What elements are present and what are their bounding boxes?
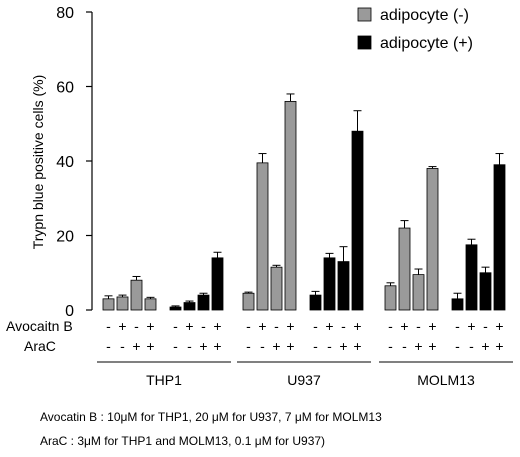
bar <box>412 274 425 311</box>
row-label-avocatin-b: Avocaitn B <box>6 318 73 334</box>
y-tick-label: 40 <box>56 154 74 171</box>
arac-mark: - <box>388 338 393 354</box>
bar <box>211 257 224 311</box>
arac-mark: - <box>246 338 251 354</box>
bar <box>337 261 350 311</box>
y-axis-label: Trypn blue positive cells (%) <box>30 75 46 250</box>
arac-mark: - <box>402 338 407 354</box>
avocatin-b-mark: + <box>118 318 126 334</box>
arac-mark: - <box>455 338 460 354</box>
bar <box>384 285 397 311</box>
arac-mark: - <box>260 338 265 354</box>
bar <box>284 101 297 311</box>
legend-swatch <box>357 7 372 22</box>
arac-mark: + <box>213 338 221 354</box>
avocatin-b-mark: - <box>483 318 488 334</box>
avocatin-b-mark: + <box>185 318 193 334</box>
avocatin-b-mark: + <box>325 318 333 334</box>
bar <box>398 227 411 311</box>
arac-mark: - <box>313 338 318 354</box>
bar <box>197 294 210 311</box>
avocatin-b-mark: + <box>467 318 475 334</box>
arac-mark: - <box>173 338 178 354</box>
bar <box>465 244 478 311</box>
arac-mark: - <box>327 338 332 354</box>
avocatin-b-mark: + <box>258 318 266 334</box>
avocatin-b-mark: - <box>416 318 421 334</box>
avocatin-b-mark: - <box>313 318 318 334</box>
avocatin-b-mark: + <box>213 318 221 334</box>
avocatin-b-mark: - <box>388 318 393 334</box>
avocatin-b-mark: - <box>455 318 460 334</box>
bar <box>183 302 196 311</box>
bar <box>169 306 182 311</box>
bar <box>426 168 439 311</box>
bar <box>493 164 506 311</box>
bar <box>309 294 322 311</box>
group-label: U937 <box>287 372 321 388</box>
avocatin-b-mark: - <box>341 318 346 334</box>
avocatin-b-mark: - <box>134 318 139 334</box>
y-tick-label: 60 <box>56 80 74 97</box>
bar <box>242 292 255 311</box>
arac-mark: + <box>146 338 154 354</box>
bar <box>102 298 115 311</box>
bar <box>130 279 143 311</box>
bar <box>116 296 129 311</box>
bar <box>479 272 492 311</box>
avocatin-b-mark: + <box>495 318 503 334</box>
arac-mark: + <box>495 338 503 354</box>
legend-label: adipocyte (-) <box>380 7 469 24</box>
avocatin-b-mark: - <box>173 318 178 334</box>
arac-mark: + <box>272 338 280 354</box>
row-label-arac: AraC <box>24 338 56 354</box>
avocatin-b-mark: - <box>201 318 206 334</box>
legend-swatch <box>357 35 372 50</box>
arac-mark: + <box>339 338 347 354</box>
bar <box>323 257 336 311</box>
bar <box>451 298 464 311</box>
avocatin-b-mark: + <box>400 318 408 334</box>
y-tick-label: 20 <box>56 229 74 246</box>
bar <box>270 266 283 311</box>
avocatin-b-mark: + <box>286 318 294 334</box>
avocatin-b-mark: - <box>246 318 251 334</box>
arac-mark: + <box>132 338 140 354</box>
arac-mark: + <box>428 338 436 354</box>
arac-mark: + <box>481 338 489 354</box>
group-label: MOLM13 <box>417 372 475 388</box>
footnote-avocatin-b: Avocatin B : 10μM for THP1, 20 μM for U9… <box>40 410 382 424</box>
arac-mark: + <box>414 338 422 354</box>
avocatin-b-mark: + <box>146 318 154 334</box>
arac-mark: - <box>120 338 125 354</box>
avocatin-b-mark: + <box>428 318 436 334</box>
arac-mark: + <box>286 338 294 354</box>
bar <box>351 130 364 311</box>
avocatin-b-mark: - <box>274 318 279 334</box>
arac-mark: - <box>469 338 474 354</box>
arac-mark: - <box>106 338 111 354</box>
arac-mark: - <box>187 338 192 354</box>
arac-mark: + <box>353 338 361 354</box>
y-tick-label: 80 <box>56 5 74 22</box>
avocatin-b-mark: + <box>353 318 361 334</box>
bar <box>256 162 269 311</box>
footnote-arac: AraC : 3μM for THP1 and MOLM13, 0.1 μM f… <box>40 434 326 448</box>
bar <box>144 298 157 311</box>
legend-label: adipocyte (+) <box>380 35 473 52</box>
y-tick-label: 0 <box>65 303 74 320</box>
group-label: THP1 <box>146 372 182 388</box>
avocatin-b-mark: - <box>106 318 111 334</box>
arac-mark: + <box>199 338 207 354</box>
